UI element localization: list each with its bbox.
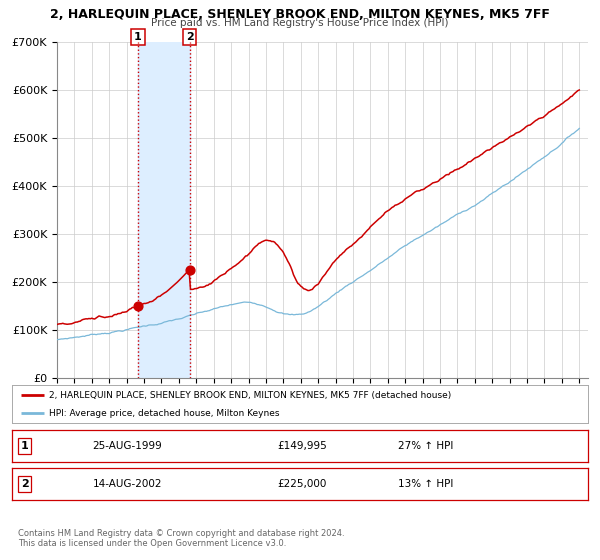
Text: 25-AUG-1999: 25-AUG-1999 [92, 441, 163, 451]
Bar [138, 42, 190, 378]
Text: Contains HM Land Registry data © Crown copyright and database right 2024.: Contains HM Land Registry data © Crown c… [18, 529, 344, 538]
Text: HPI: Average price, detached house, Milton Keynes: HPI: Average price, detached house, Milt… [49, 409, 280, 418]
Text: 1: 1 [21, 441, 29, 451]
Text: 2: 2 [186, 32, 194, 42]
Text: 27% ↑ HPI: 27% ↑ HPI [398, 441, 453, 451]
Text: Price paid vs. HM Land Registry's House Price Index (HPI): Price paid vs. HM Land Registry's House … [151, 18, 449, 29]
Text: 13% ↑ HPI: 13% ↑ HPI [398, 479, 453, 489]
Text: 14-AUG-2002: 14-AUG-2002 [92, 479, 162, 489]
Text: £149,995: £149,995 [277, 441, 327, 451]
Text: 2: 2 [21, 479, 29, 489]
Text: 1: 1 [134, 32, 142, 42]
Point [185, 265, 194, 274]
Text: £225,000: £225,000 [277, 479, 326, 489]
Point [133, 301, 143, 310]
Text: 2, HARLEQUIN PLACE, SHENLEY BROOK END, MILTON KEYNES, MK5 7FF: 2, HARLEQUIN PLACE, SHENLEY BROOK END, M… [50, 8, 550, 21]
Text: 2, HARLEQUIN PLACE, SHENLEY BROOK END, MILTON KEYNES, MK5 7FF (detached house): 2, HARLEQUIN PLACE, SHENLEY BROOK END, M… [49, 391, 452, 400]
Text: This data is licensed under the Open Government Licence v3.0.: This data is licensed under the Open Gov… [18, 539, 286, 548]
